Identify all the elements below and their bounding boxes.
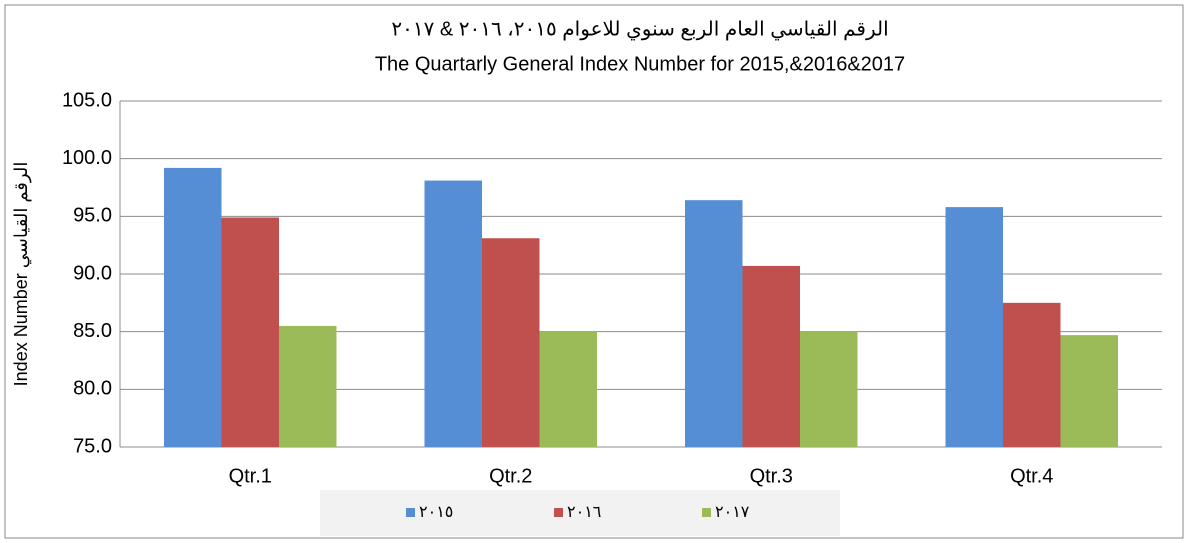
legend-swatch [554, 508, 563, 517]
bar [1003, 302, 1061, 447]
y-tick-label: 90.0 [73, 262, 112, 284]
chart-subtitle: The Quartarly General Index Number for 2… [375, 53, 905, 75]
bar [945, 207, 1003, 447]
bar [800, 331, 858, 447]
legend-label: ٢٠١٥ [419, 504, 453, 521]
x-tick-label: Qtr.2 [489, 465, 532, 487]
bar [742, 265, 800, 447]
bar [1060, 335, 1118, 447]
legend-label: ٢٠١٧ [715, 504, 750, 521]
chart-title: الرقم القياسي العام الربع سنوي للاعوام ٢… [391, 18, 888, 41]
legend-swatch [702, 508, 711, 517]
x-tick-label: Qtr.4 [1010, 465, 1053, 487]
x-tick-label: Qtr.3 [750, 465, 793, 487]
legend-swatch [406, 508, 415, 517]
bar [279, 325, 337, 447]
y-tick-label: 95.0 [73, 205, 112, 227]
bar [539, 331, 597, 447]
y-tick-label: 85.0 [73, 320, 112, 342]
bar [221, 217, 279, 447]
bar [424, 180, 482, 447]
y-tick-label: 80.0 [73, 378, 112, 400]
y-tick-label: 105.0 [62, 89, 112, 111]
x-tick-label: Qtr.1 [229, 465, 272, 487]
bar [685, 200, 743, 447]
bar [482, 238, 540, 447]
bar [164, 167, 222, 448]
y-tick-label: 100.0 [62, 147, 112, 169]
legend-label: ٢٠١٦ [567, 504, 601, 521]
y-tick-label: 75.0 [73, 435, 112, 457]
y-axis-label: Index Number الرقم القياسي [11, 162, 32, 387]
